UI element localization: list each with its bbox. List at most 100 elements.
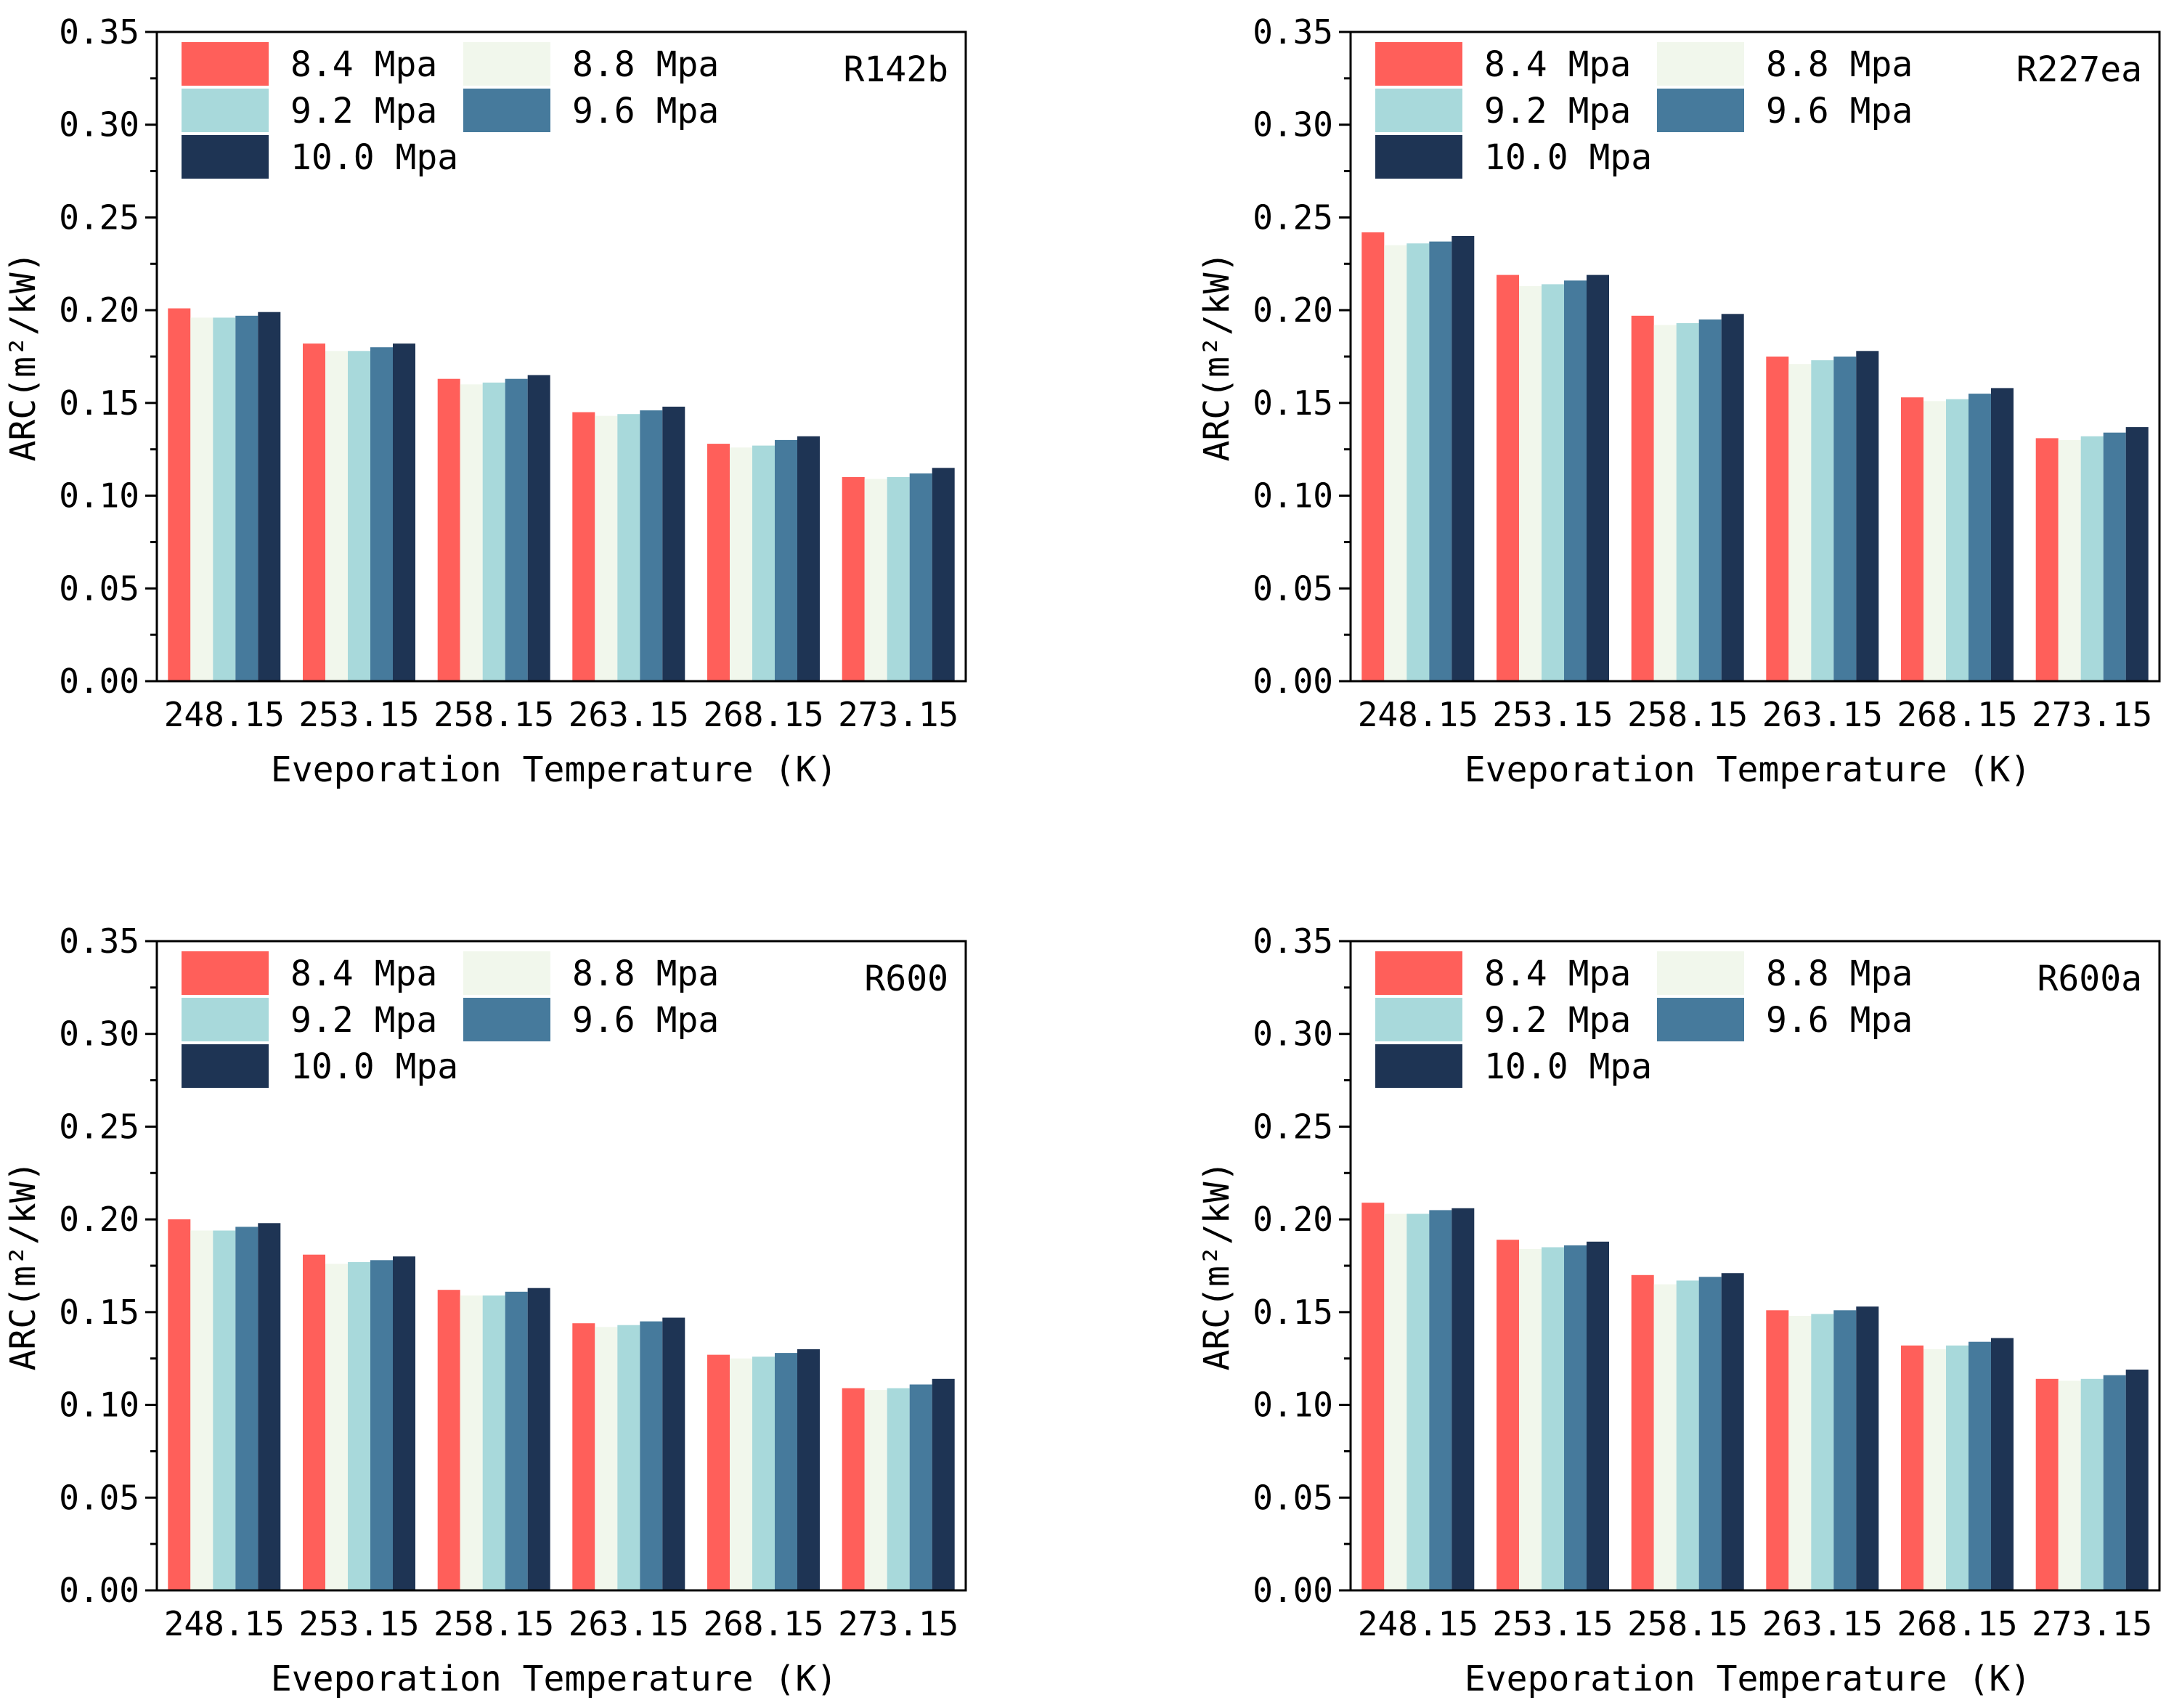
bar-9-6-mpa-268-15 bbox=[1969, 1341, 1991, 1590]
legend-label: 8.8 Mpa bbox=[1766, 44, 1913, 85]
bars bbox=[168, 308, 955, 682]
bar-9-2-mpa-248-15 bbox=[1406, 1213, 1430, 1590]
legend-swatch bbox=[182, 951, 269, 995]
bar-8-4-mpa-253-15 bbox=[1497, 1240, 1519, 1590]
legend-swatch bbox=[463, 951, 550, 995]
legend-label: 8.4 Mpa bbox=[1484, 44, 1631, 85]
bar-8-8-mpa-268-15 bbox=[1923, 1349, 1946, 1590]
bar-10-0-mpa-263-15 bbox=[1856, 1306, 1879, 1590]
x-tick-label: 268.15 bbox=[703, 1604, 823, 1643]
bar-10-0-mpa-253-15 bbox=[1587, 1241, 1609, 1590]
y-axis-title: ARC(m²/kW) bbox=[3, 252, 44, 462]
bar-8-4-mpa-263-15 bbox=[1766, 357, 1789, 681]
bar-8-8-mpa-248-15 bbox=[1384, 1213, 1407, 1590]
panel-label: R600a bbox=[2037, 959, 2143, 999]
bar-10-0-mpa-248-15 bbox=[1452, 236, 1475, 681]
y-tick-label: 0.30 bbox=[59, 1014, 139, 1054]
bar-9-6-mpa-258-15 bbox=[1698, 1277, 1722, 1590]
bars bbox=[168, 1219, 955, 1590]
legend-label: 8.8 Mpa bbox=[572, 953, 719, 994]
y-tick-label: 0.15 bbox=[1253, 383, 1333, 423]
x-tick-label: 273.15 bbox=[2032, 695, 2152, 734]
y-tick-label: 0.30 bbox=[1253, 1014, 1333, 1054]
legend-label: 8.4 Mpa bbox=[290, 44, 437, 85]
legend-item: 9.6 Mpa bbox=[1657, 89, 1913, 132]
bar-10-0-mpa-268-15 bbox=[797, 436, 820, 681]
x-tick-label: 268.15 bbox=[1897, 695, 2017, 734]
legend-label: 10.0 Mpa bbox=[290, 137, 458, 178]
y-tick-label: 0.35 bbox=[59, 922, 139, 961]
legend-item: 10.0 Mpa bbox=[182, 1044, 458, 1088]
bar-8-4-mpa-263-15 bbox=[1766, 1310, 1789, 1590]
bar-9-6-mpa-258-15 bbox=[505, 1291, 528, 1590]
x-tick-label: 273.15 bbox=[838, 695, 958, 734]
x-tick-label: 248.15 bbox=[164, 1604, 285, 1643]
bar-10-0-mpa-273-15 bbox=[2125, 1370, 2149, 1590]
legend-label: 8.8 Mpa bbox=[1766, 953, 1913, 994]
bar-8-8-mpa-258-15 bbox=[1653, 1284, 1677, 1590]
legend: 8.4 Mpa 8.8 Mpa 9.2 Mpa 9.6 Mpa 10.0 Mpa bbox=[1375, 951, 1913, 1088]
bar-9-6-mpa-273-15 bbox=[2103, 1375, 2126, 1590]
x-tick-label: 258.15 bbox=[1627, 695, 1748, 734]
bar-8-4-mpa-253-15 bbox=[1497, 274, 1519, 682]
bar-10-0-mpa-273-15 bbox=[2125, 427, 2149, 681]
bar-9-2-mpa-268-15 bbox=[1946, 399, 1969, 681]
legend-label: 8.4 Mpa bbox=[1484, 953, 1631, 994]
legend-item: 9.6 Mpa bbox=[463, 89, 719, 132]
x-axis-title: Eveporation Temperature (K) bbox=[1465, 1659, 2031, 1699]
legend-label: 10.0 Mpa bbox=[1484, 137, 1652, 178]
legend-item: 9.6 Mpa bbox=[463, 998, 719, 1041]
legend-item: 9.2 Mpa bbox=[1375, 998, 1631, 1041]
legend-item: 8.4 Mpa bbox=[1375, 42, 1631, 86]
bar-8-8-mpa-258-15 bbox=[460, 384, 483, 681]
bar-9-2-mpa-248-15 bbox=[1406, 243, 1430, 681]
bar-10-0-mpa-253-15 bbox=[393, 1256, 415, 1590]
bar-9-6-mpa-253-15 bbox=[1564, 280, 1587, 681]
bar-10-0-mpa-258-15 bbox=[1721, 1273, 1744, 1590]
y-tick-label: 0.00 bbox=[1253, 1571, 1333, 1610]
chart-panel-r600a: 0.00 0.05 0.10 0.15 0.20 0.25 0.30 0.35 248.15 25… bbox=[1197, 922, 2161, 1699]
y-axis-title: ARC(m²/kW) bbox=[3, 1161, 44, 1371]
x-tick-label: 268.15 bbox=[1897, 1604, 2017, 1643]
y-tick-label: 0.20 bbox=[1253, 290, 1333, 330]
bar-10-0-mpa-273-15 bbox=[932, 1378, 955, 1590]
legend: 8.4 Mpa 8.8 Mpa 9.2 Mpa 9.6 Mpa 10.0 Mpa bbox=[182, 951, 719, 1088]
bar-9-6-mpa-268-15 bbox=[775, 439, 797, 681]
bar-8-8-mpa-253-15 bbox=[1519, 1249, 1542, 1590]
legend-swatch bbox=[1375, 42, 1462, 86]
legend-swatch bbox=[1375, 1044, 1462, 1088]
legend-item: 8.8 Mpa bbox=[463, 951, 719, 995]
chart-panel-r142b: 0.00 0.05 0.10 0.15 0.20 0.25 0.30 0.35 248.15 25… bbox=[3, 12, 967, 790]
legend-item: 9.6 Mpa bbox=[1657, 998, 1913, 1041]
x-tick-label: 253.15 bbox=[1492, 1604, 1613, 1643]
bar-9-2-mpa-273-15 bbox=[2080, 436, 2104, 681]
bar-8-4-mpa-248-15 bbox=[1361, 1203, 1385, 1590]
bar-9-2-mpa-263-15 bbox=[1811, 1314, 1834, 1590]
legend-item: 9.2 Mpa bbox=[1375, 89, 1631, 132]
bar-10-0-mpa-268-15 bbox=[797, 1349, 820, 1590]
legend-swatch bbox=[1657, 951, 1744, 995]
bar-8-8-mpa-273-15 bbox=[864, 479, 887, 681]
bar-9-6-mpa-248-15 bbox=[235, 315, 258, 681]
y-tick-label: 0.10 bbox=[59, 476, 139, 516]
bar-8-8-mpa-268-15 bbox=[730, 447, 752, 681]
bar-10-0-mpa-258-15 bbox=[527, 1288, 550, 1590]
legend-swatch bbox=[1657, 89, 1744, 132]
legend-item: 10.0 Mpa bbox=[1375, 1044, 1652, 1088]
bar-9-6-mpa-273-15 bbox=[2103, 432, 2126, 681]
bar-9-2-mpa-248-15 bbox=[213, 1230, 236, 1590]
legend-swatch bbox=[463, 89, 550, 132]
bar-8-4-mpa-258-15 bbox=[1631, 1274, 1654, 1590]
x-tick-label: 248.15 bbox=[1358, 1604, 1478, 1643]
bar-8-8-mpa-273-15 bbox=[2058, 439, 2081, 681]
bar-9-6-mpa-258-15 bbox=[1698, 319, 1722, 681]
legend-item: 8.4 Mpa bbox=[182, 42, 437, 86]
legend: 8.4 Mpa 8.8 Mpa 9.2 Mpa 9.6 Mpa 10.0 Mpa bbox=[1375, 42, 1913, 179]
legend-label: 9.2 Mpa bbox=[290, 91, 437, 131]
bar-8-4-mpa-258-15 bbox=[437, 1290, 460, 1590]
x-tick-label: 273.15 bbox=[2032, 1604, 2152, 1643]
x-tick-label: 268.15 bbox=[703, 695, 823, 734]
bar-9-2-mpa-268-15 bbox=[1946, 1345, 1969, 1590]
bar-9-2-mpa-253-15 bbox=[348, 351, 370, 681]
chart-panel-r600: 0.00 0.05 0.10 0.15 0.20 0.25 0.30 0.35 248.15 25… bbox=[3, 922, 967, 1699]
